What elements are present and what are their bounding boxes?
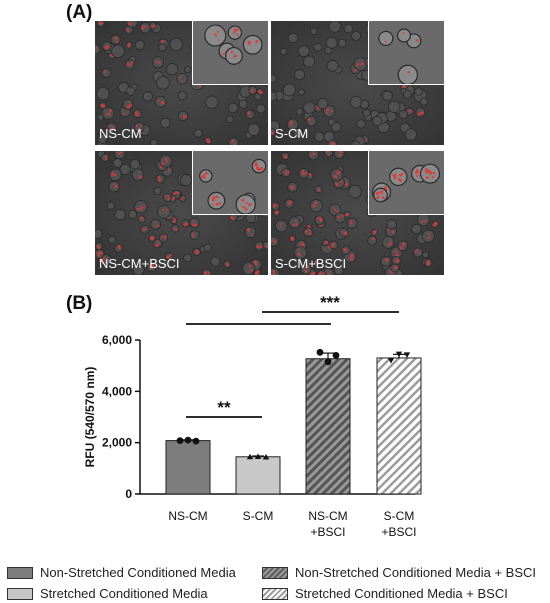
panel-a-label: (A) <box>66 2 93 23</box>
data-point <box>316 348 324 356</box>
legend-item-s-cm-bsci: Stretched Conditioned Media + BSCI <box>262 586 508 601</box>
significance-label: ** <box>217 398 231 417</box>
y-tick-label: 2,000 <box>102 436 132 450</box>
micrograph-s-cm-bsci: S-CM+BSCI <box>271 151 444 275</box>
data-point <box>262 454 270 460</box>
data-point <box>387 358 395 364</box>
data-point <box>246 453 254 460</box>
data-point <box>324 358 332 366</box>
data-point <box>332 352 340 359</box>
micrograph-inset <box>368 21 444 85</box>
legend-swatch <box>262 566 288 579</box>
legend-label: Stretched Conditioned Media <box>40 586 208 601</box>
legend-item-s-cm: Stretched Conditioned Media <box>7 586 208 601</box>
micrograph-inset <box>192 151 268 215</box>
bar <box>165 440 211 495</box>
data-point <box>176 437 184 445</box>
legend-swatch <box>262 587 288 600</box>
micrograph-label: NS-CM+BSCI <box>99 256 180 271</box>
legend-swatch <box>7 587 33 600</box>
bar <box>235 456 281 495</box>
legend-label: Non-Stretched Conditioned Media + BSCI <box>295 565 536 580</box>
legend-item-ns-cm: Non-Stretched Conditioned Media <box>7 565 236 580</box>
data-point <box>184 436 192 444</box>
y-axis-label: RFU (540/570 nm) <box>83 367 97 468</box>
micrograph-inset <box>192 21 268 85</box>
significance-label: *** <box>320 293 340 312</box>
micrograph-label: NS-CM <box>99 126 142 141</box>
data-point <box>192 437 200 445</box>
x-tick-label: +BSCI <box>310 525 345 539</box>
micrograph-label: S-CM <box>275 126 309 141</box>
legend-label: Non-Stretched Conditioned Media <box>40 565 236 580</box>
data-point <box>395 351 403 358</box>
legend-item-ns-cm-bsci: Non-Stretched Conditioned Media + BSCI <box>262 565 536 580</box>
micrograph-s-cm: S-CM <box>271 21 444 145</box>
x-tick-label: S-CM <box>384 509 415 523</box>
micrograph-ns-cm: NS-CM <box>95 21 268 145</box>
x-tick-label: +BSCI <box>381 525 416 539</box>
y-tick-label: 4,000 <box>102 384 132 398</box>
legend-label: Stretched Conditioned Media + BSCI <box>295 586 508 601</box>
micrograph-ns-cm-bsci: NS-CM+BSCI <box>95 151 268 275</box>
x-tick-label: NS-CM <box>168 509 207 523</box>
micrograph-inset <box>368 151 444 215</box>
data-point <box>254 453 262 460</box>
x-tick-label: NS-CM <box>308 509 347 523</box>
panel-b-label: (B) <box>66 293 93 314</box>
bar-chart: 0 2,000 4,000 6,000 RFU (540/570 nm) NS-CM S-C… <box>83 293 422 539</box>
micrograph-label: S-CM+BSCI <box>275 256 347 271</box>
y-tick-label: 0 <box>125 487 132 501</box>
x-tick-label: S-CM <box>243 509 274 523</box>
data-point <box>403 352 411 358</box>
bar <box>305 358 351 495</box>
legend-swatch <box>7 566 33 579</box>
y-tick-label: 6,000 <box>102 333 132 347</box>
